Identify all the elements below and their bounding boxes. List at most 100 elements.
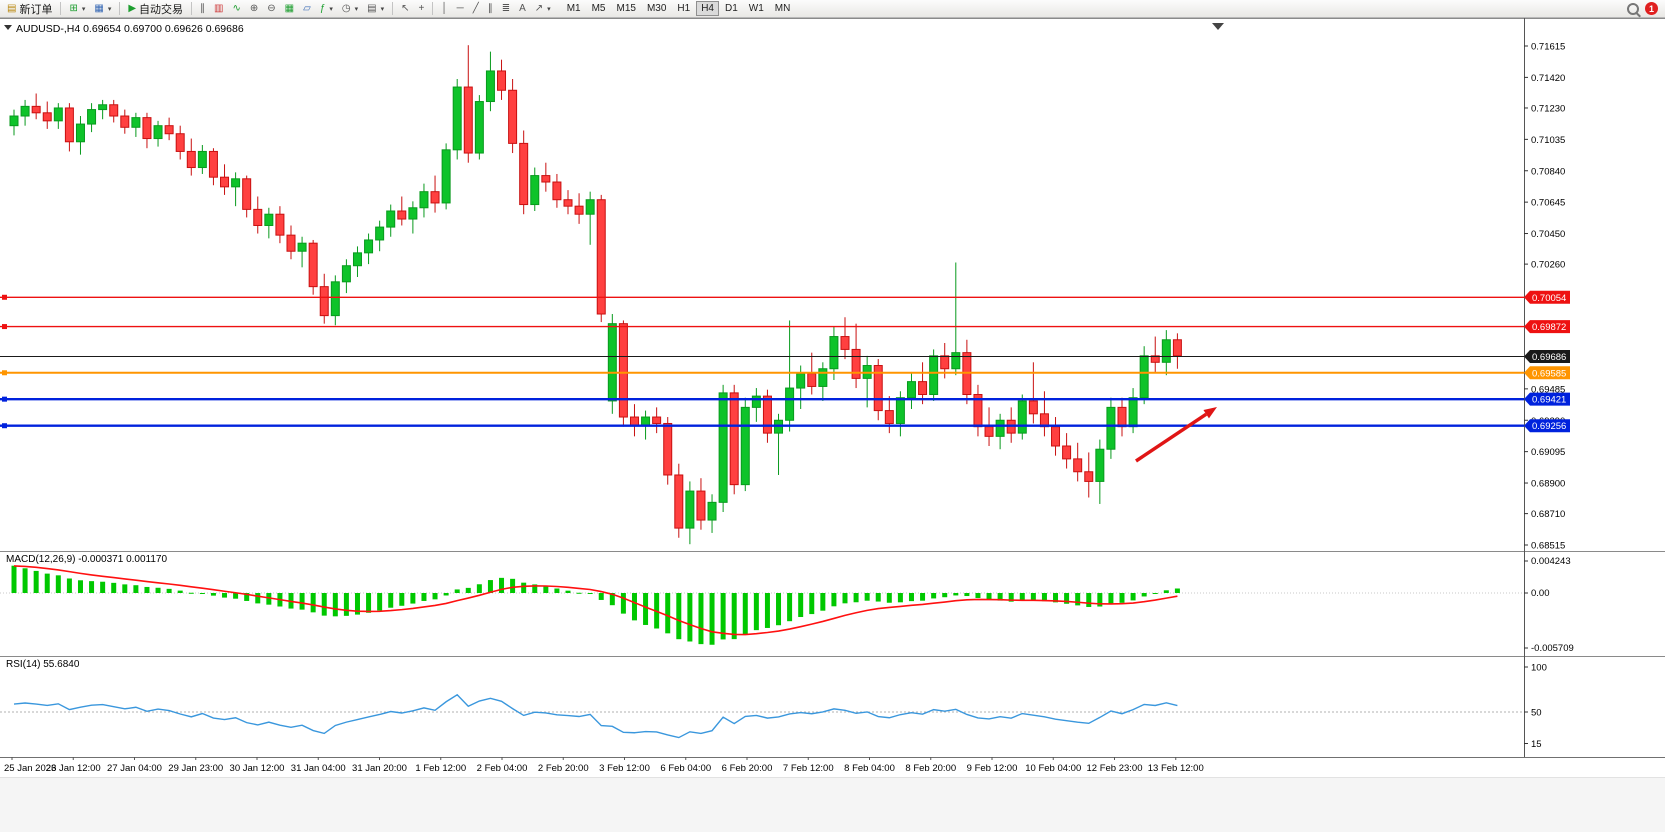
candle: [275, 213, 285, 236]
candle: [197, 150, 207, 169]
cursor-tool-button[interactable]: ↖: [397, 1, 413, 17]
candle: [319, 286, 329, 317]
vertical-line-tool-button[interactable]: │: [437, 1, 451, 17]
candle: [253, 208, 263, 226]
timeframe-button-M5[interactable]: M5: [587, 1, 611, 16]
crosshair-tool-button[interactable]: +: [415, 1, 429, 17]
candle: [1017, 400, 1027, 434]
toolbar-separator: [392, 2, 394, 15]
clock-icon: ◷: [341, 2, 351, 14]
line-chart-mode-button[interactable]: ∿: [228, 1, 244, 17]
profiles-button[interactable]: ▦ ▾: [90, 1, 115, 17]
time-label: 6 Feb 04:00: [660, 763, 711, 774]
candle: [297, 242, 307, 252]
candle: [762, 395, 772, 434]
tile-windows-button[interactable]: ▦: [281, 1, 298, 17]
symbol-marker-icon[interactable]: [4, 25, 12, 30]
candle: [497, 70, 507, 91]
candle: [1062, 445, 1072, 460]
price-axis-label: 0.70260: [1531, 260, 1565, 271]
timeframe-button-M30[interactable]: M30: [642, 1, 671, 16]
indicators-button[interactable]: ƒ ▾: [316, 1, 337, 17]
candle: [341, 265, 351, 283]
candle: [840, 336, 850, 350]
search-icon[interactable]: [1627, 2, 1639, 15]
candle: [208, 150, 218, 178]
fibonacci-tool-button[interactable]: ≣: [498, 1, 514, 17]
annotation-arrow-head: [1203, 407, 1217, 419]
price-badge: [1524, 290, 1570, 304]
price-badge: [1524, 320, 1570, 334]
level-anchor-marker[interactable]: [2, 396, 7, 402]
rsi-panel[interactable]: 100 50 15 RSI(14) 55.6840: [0, 656, 1665, 757]
price-badge-label: 0.69256: [1532, 421, 1566, 432]
candle: [918, 381, 928, 395]
periods-button[interactable]: ◷ ▾: [338, 1, 362, 17]
timeframe-button-MN[interactable]: MN: [770, 1, 796, 16]
timeframe-button-H4[interactable]: H4: [696, 1, 719, 16]
macd-signal-line: [13, 565, 1178, 636]
chart-title: AUDUSD-,H4 0.69654 0.69700 0.69626 0.696…: [16, 23, 244, 35]
zoom-in-button[interactable]: ⊕: [246, 1, 262, 17]
horizontal-line-icon: ─: [456, 2, 464, 14]
line-chart-icon: ∿: [232, 2, 241, 14]
timeframe-button-M15[interactable]: M15: [612, 1, 641, 16]
new-chart-button[interactable]: ⊞ ▾: [65, 1, 89, 17]
cursor-icon: ↖: [401, 2, 410, 14]
candle: [20, 105, 30, 117]
trendline-tool-button[interactable]: ╱: [469, 1, 483, 17]
candlestick-mode-button[interactable]: ▥: [210, 1, 227, 17]
chevron-down-icon: ▾: [380, 5, 385, 13]
chevron-down-icon: ▾: [354, 5, 359, 13]
chart-shift-marker-icon[interactable]: [1212, 23, 1224, 30]
rsi-axis-label: 15: [1531, 739, 1542, 750]
candle: [607, 323, 617, 402]
timeframe-button-M1[interactable]: M1: [562, 1, 586, 16]
zoom-out-button[interactable]: ⊖: [263, 1, 279, 17]
candle: [164, 125, 174, 135]
rsi-line: [13, 693, 1178, 739]
price-axis-label: 0.71230: [1531, 103, 1565, 114]
price-badge: [1524, 392, 1570, 406]
candle: [530, 175, 540, 206]
time-label: 31 Jan 20:00: [352, 763, 407, 774]
level-anchor-marker[interactable]: [2, 294, 7, 300]
price-axis-label: 0.71615: [1531, 42, 1565, 53]
autotrade-play-icon: ▶: [128, 2, 137, 14]
timeframe-button-W1[interactable]: W1: [744, 1, 769, 16]
level-anchor-marker[interactable]: [2, 423, 7, 429]
macd-panel[interactable]: 0.004243 0.00 -0.005709 MACD(12,26,9) -0.00…: [0, 551, 1665, 656]
new-order-button[interactable]: ▤ 新订单: [3, 1, 56, 17]
candle: [364, 239, 374, 254]
candle: [696, 490, 706, 521]
level-anchor-marker[interactable]: [2, 370, 7, 376]
price-chart[interactable]: 0.71615 0.71420 0.71230 0.71035 0.70840 0.706…: [0, 18, 1665, 551]
candle: [352, 252, 362, 267]
autotrade-button[interactable]: ▶ 自动交易: [124, 1, 187, 17]
time-label: 6 Feb 20:00: [722, 763, 773, 774]
templates-button[interactable]: ▤ ▾: [363, 1, 388, 17]
level-anchor-marker[interactable]: [2, 324, 7, 330]
arrows-tool-button[interactable]: ↗ ▾: [531, 1, 555, 17]
candle: [618, 323, 628, 418]
notification-badge[interactable]: 1: [1645, 2, 1658, 15]
main-toolbar: ▤ 新订单 ⊞ ▾ ▦ ▾ ▶ 自动交易 ∥ ▥ ∿ ⊕ ⊖ ▦ ▱ ƒ ▾ ◷…: [0, 0, 1665, 18]
cascade-windows-button[interactable]: ▱: [299, 1, 315, 17]
text-tool-button[interactable]: A: [515, 1, 530, 17]
new-chart-icon: ⊞: [69, 2, 78, 14]
bar-chart-mode-button[interactable]: ∥: [196, 1, 209, 17]
candle: [951, 352, 961, 370]
time-label: 10 Feb 04:00: [1025, 763, 1081, 774]
candle: [175, 133, 185, 152]
candle: [31, 105, 41, 114]
price-axis-label: 0.71420: [1531, 73, 1565, 84]
channel-tool-button[interactable]: ∥: [484, 1, 497, 17]
horizontal-line-tool-button[interactable]: ─: [453, 1, 468, 17]
candle: [264, 213, 274, 226]
candle: [452, 86, 462, 151]
candle: [42, 112, 52, 122]
timeframe-button-H1[interactable]: H1: [672, 1, 695, 16]
timeframe-button-D1[interactable]: D1: [720, 1, 743, 16]
annotation-arrow[interactable]: [1135, 412, 1208, 463]
